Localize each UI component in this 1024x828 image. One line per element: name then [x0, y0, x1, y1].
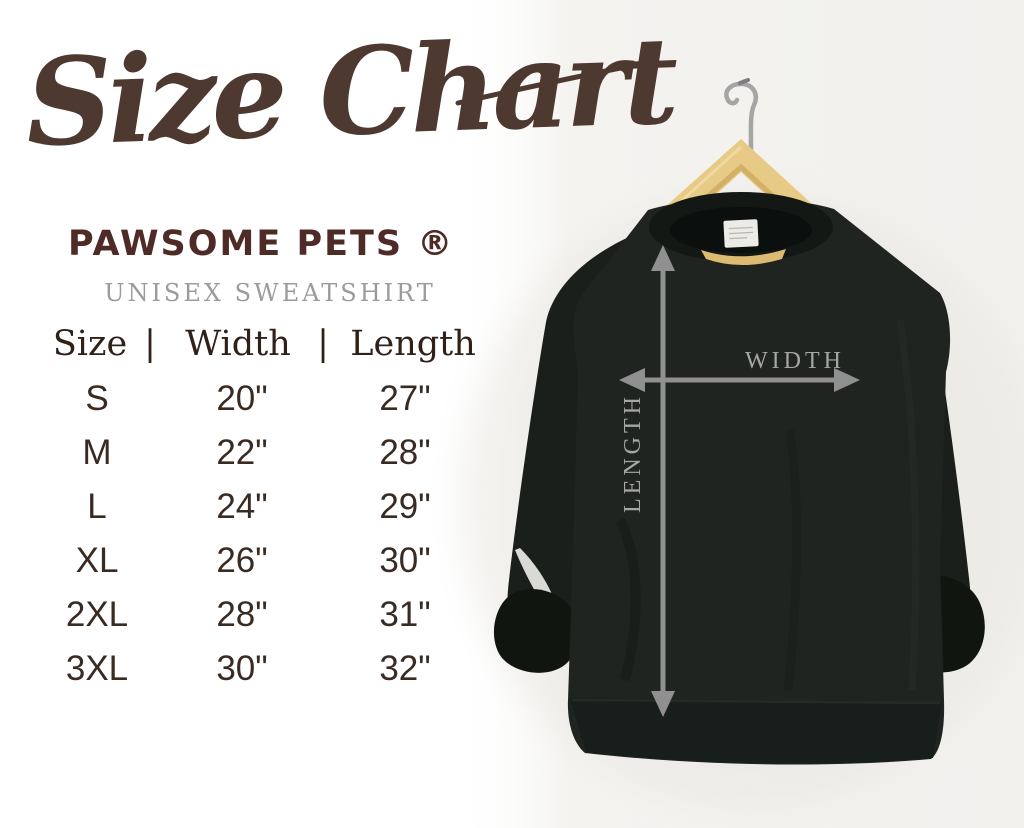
size-table-header: Size | Width | Length [40, 324, 496, 364]
title-flourish-stroke [455, 55, 660, 106]
length-cell: 28" [379, 433, 431, 472]
width-cell: 24" [216, 487, 268, 526]
size-cell: 2XL [65, 595, 129, 634]
brand-name: PAWSOME PETS ® [68, 224, 455, 264]
header-width: Width [185, 324, 291, 364]
header-separator: | [144, 324, 156, 364]
measurement-arrows: WIDTH LENGTH [619, 245, 860, 717]
table-row: 3XL 30" 32" [40, 642, 480, 696]
left-cuff [493, 589, 578, 673]
size-cell: L [87, 487, 107, 526]
sleeve-gap-highlight [515, 548, 555, 602]
length-cell: 30" [379, 541, 431, 580]
hanger-wood-sliver [701, 249, 786, 265]
neck-tag [723, 219, 759, 248]
product-subtitle: UNISEX SWEATSHIRT [104, 279, 436, 307]
table-row: M 22" 28" [40, 426, 480, 480]
width-cell: 28" [216, 595, 268, 634]
page-title: Size Chart [23, 10, 676, 174]
size-cell: 3XL [65, 649, 129, 688]
length-label: LENGTH [620, 393, 646, 513]
table-row: S 20" 27" [40, 372, 480, 426]
arrowhead-left [619, 368, 645, 392]
width-cell: 20" [216, 379, 268, 418]
arrowhead-right [834, 368, 860, 392]
width-cell: 30" [216, 649, 268, 688]
table-row: XL 26" 30" [40, 534, 480, 588]
arrowhead-down [651, 691, 675, 717]
length-cell: 31" [379, 595, 431, 634]
table-row: 2XL 28" 31" [40, 588, 480, 642]
size-cell: S [85, 379, 109, 418]
length-cell: 27" [379, 379, 431, 418]
size-table: S 20" 27" M 22" 28" L 24" 29" XL 26" 30"… [40, 372, 480, 696]
header-separator: | [317, 324, 329, 364]
length-cell: 32" [379, 649, 431, 688]
header-length: Length [350, 324, 476, 364]
size-cell: XL [75, 541, 119, 580]
width-cell: 26" [216, 541, 268, 580]
length-cell: 29" [379, 487, 431, 526]
size-cell: M [82, 433, 112, 472]
hanger-hook-tip [738, 78, 750, 85]
hem-band [570, 698, 942, 764]
width-label: WIDTH [745, 348, 845, 374]
table-row: L 24" 29" [40, 480, 480, 534]
arrowhead-up [651, 245, 675, 271]
header-size: Size [52, 324, 128, 364]
width-cell: 22" [216, 433, 268, 472]
